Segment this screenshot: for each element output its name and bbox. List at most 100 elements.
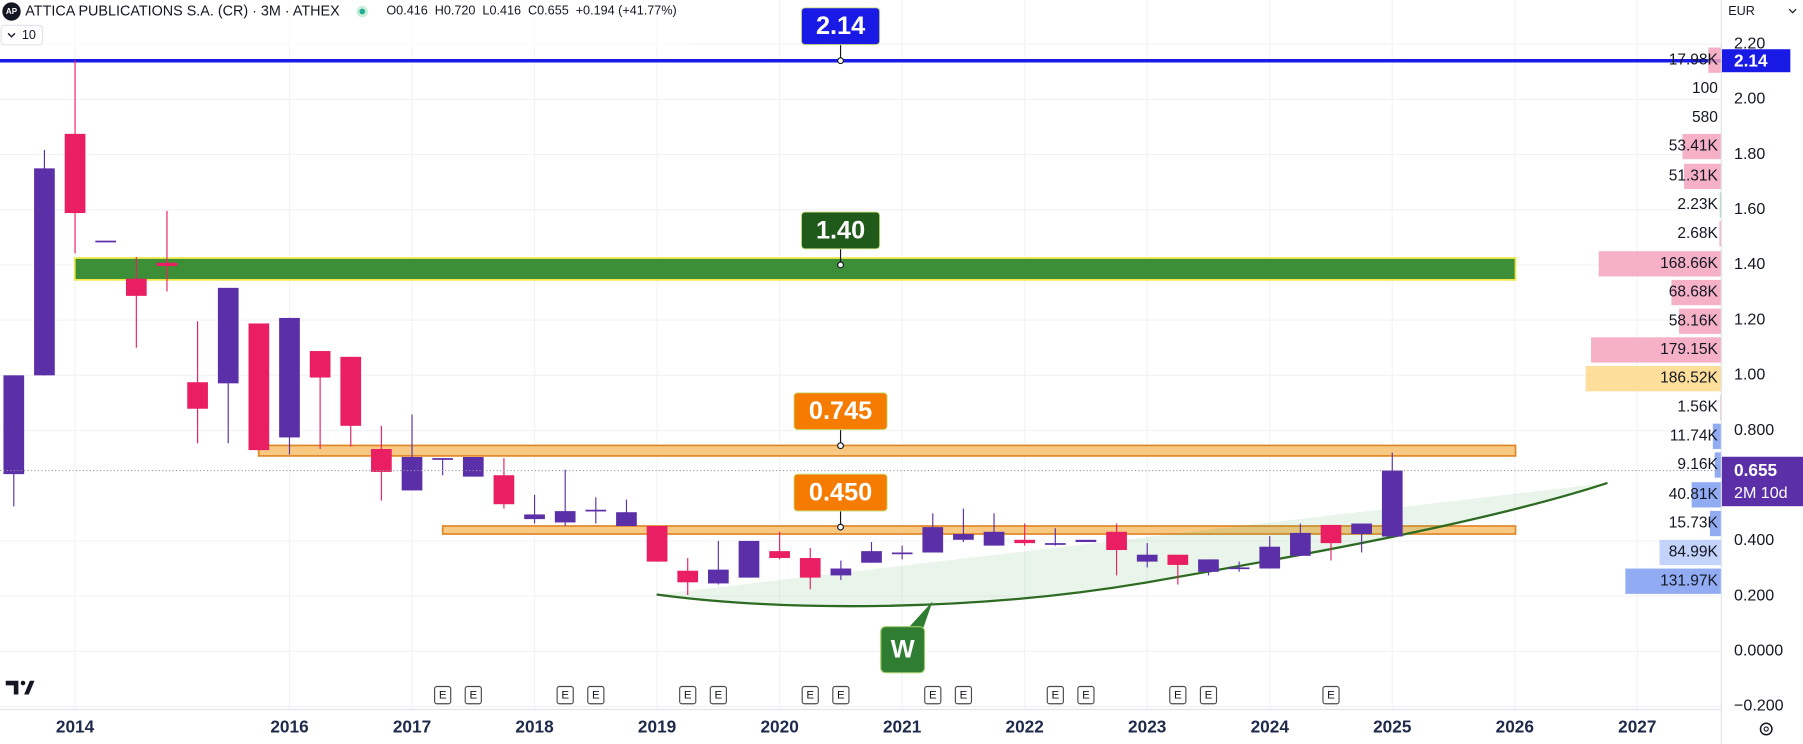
level-label-box: [793, 392, 888, 431]
volume-profile-label: 580: [1692, 109, 1718, 126]
x-tick-label: 2017: [393, 716, 431, 736]
candle-body: [187, 382, 208, 409]
candle-body: [3, 375, 25, 475]
ohlc-legend: O0.416 H0.720 L0.416 C0.655 +0.194 (+41.…: [386, 4, 676, 18]
volume-profile-label: 131.97K: [1660, 572, 1718, 589]
x-tick-label: 2022: [1006, 716, 1044, 736]
earnings-label: E: [806, 690, 814, 702]
volume-profile-bar: [1719, 221, 1722, 247]
volume-profile-bar: [1719, 192, 1722, 218]
volume-profile-bar: [1709, 510, 1722, 537]
earnings-label: E: [469, 690, 477, 702]
level-label-box: [801, 7, 881, 46]
volume-profile-bar: [1682, 133, 1722, 160]
candle-body: [156, 262, 178, 267]
y-tick-label: 2.20: [1734, 34, 1765, 52]
settings-button[interactable]: [1759, 722, 1773, 736]
earnings-marker: [924, 685, 942, 705]
y-tick-label: 1.00: [1734, 366, 1765, 384]
volume-profile-label: 84.99K: [1669, 544, 1719, 561]
earnings-marker: [556, 685, 574, 705]
candle-body: [1136, 554, 1158, 562]
earnings-marker: [1322, 685, 1340, 705]
volume-profile-label: 168.66K: [1660, 255, 1718, 272]
price-zone: [73, 257, 1517, 281]
price-zone: [257, 444, 1517, 457]
x-tick-label: 2021: [883, 716, 922, 736]
earnings-marker: [709, 685, 727, 705]
currency-box[interactable]: [1722, 0, 1803, 24]
legend-key: L: [482, 4, 489, 18]
earnings-marker: [1169, 685, 1187, 705]
earnings-label: E: [960, 690, 968, 702]
earnings-marker: [954, 685, 973, 705]
y-tick-label: 1.40: [1734, 255, 1765, 273]
earnings-label: E: [684, 690, 692, 702]
candle-body: [1351, 523, 1372, 535]
volume-profile-label: 186.52K: [1660, 370, 1718, 387]
indicator-toggle[interactable]: 10: [0, 24, 44, 46]
candle-body: [1167, 554, 1189, 565]
earnings-label: E: [561, 690, 569, 702]
volume-profile-label: 68.68K: [1669, 284, 1719, 301]
candle-body: [1320, 524, 1342, 544]
candles: [3, 60, 1403, 596]
x-tick-label: 2016: [270, 716, 308, 736]
volume-profile-label: 53.41K: [1669, 138, 1719, 155]
level-label: 1.40: [816, 216, 865, 244]
y-tick-label: 1.80: [1734, 145, 1765, 163]
volume-profile-bar: [1679, 308, 1722, 334]
indicator-count[interactable]: 10: [22, 28, 36, 42]
x-tick-label: 2027: [1618, 716, 1656, 736]
earnings-label: E: [1051, 690, 1059, 702]
volume-profile-bar: [1625, 568, 1722, 594]
price-zone: [441, 525, 1517, 535]
tv-logo-dot: [20, 680, 26, 686]
candle-body: [799, 558, 821, 578]
x-tick-label: 2020: [760, 716, 798, 736]
candle-body: [462, 457, 484, 477]
candle-body: [248, 323, 270, 451]
y-tick-label: −0.200: [1734, 697, 1784, 715]
candle-body: [125, 278, 147, 296]
y-tick-label: 0.0000: [1734, 642, 1783, 660]
y-tick-label: 2.00: [1734, 90, 1765, 108]
volume-profile-label: 11.74K: [1670, 427, 1719, 444]
candle-body: [279, 317, 300, 438]
x-tick-label: 2024: [1251, 716, 1290, 736]
volume-profile-label: 2.23K: [1677, 196, 1718, 213]
indicator-toggle-box[interactable]: [0, 24, 44, 46]
level-label-box: [793, 473, 888, 512]
status-dot: [359, 8, 366, 15]
volume-profile-bar: [1712, 423, 1722, 449]
candle-body: [1106, 531, 1127, 551]
candle-body: [1044, 543, 1066, 545]
earnings-label: E: [439, 690, 447, 702]
logo: [2, 2, 21, 21]
earnings-marker: [1046, 685, 1064, 705]
earnings-label: E: [715, 690, 723, 702]
last-price-label: 0.655: [1734, 460, 1778, 480]
volume-profile-bar: [1714, 452, 1722, 478]
candle-body: [738, 540, 760, 578]
zones: [0, 59, 1722, 535]
last-price-box: [1721, 456, 1803, 507]
candle-body: [891, 552, 913, 555]
level-label-box: [801, 211, 881, 250]
candle-body: [1075, 539, 1097, 543]
currency-selector[interactable]: EUR: [1722, 0, 1803, 24]
chevron: [1788, 8, 1797, 14]
volume-profile-bar: [1591, 337, 1722, 363]
currency[interactable]: EUR: [1728, 4, 1755, 18]
candle-body: [1228, 567, 1250, 570]
pattern-label-box: [880, 626, 926, 674]
header-bg: [0, 0, 690, 47]
legend-key: H: [435, 4, 444, 18]
legend-value: 0.720: [444, 4, 476, 18]
y-tick-label: 1.60: [1734, 200, 1765, 218]
earnings-marker: [434, 685, 452, 705]
candle-body: [493, 475, 515, 505]
y-tick-label: 1.20: [1734, 310, 1765, 328]
